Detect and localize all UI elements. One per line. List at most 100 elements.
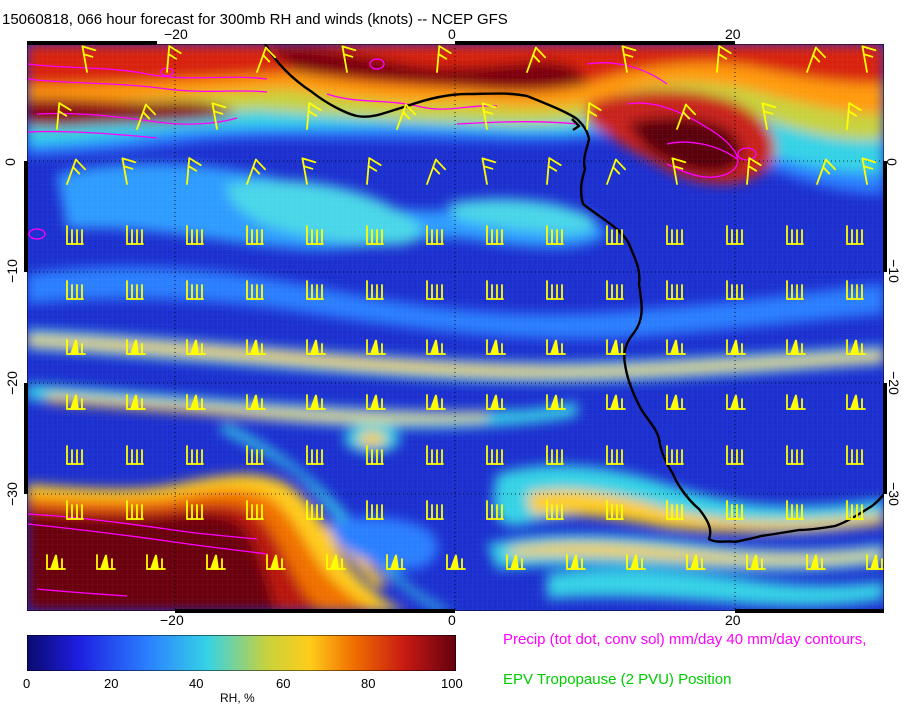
frame-tick-top-mid: [455, 41, 735, 45]
wind-barb: [66, 225, 84, 245]
wind-barb: [341, 45, 357, 73]
wind-barb: [366, 157, 382, 185]
x-tick-bottom-minus20: −20: [160, 612, 184, 628]
rh-wind-map: [27, 44, 884, 611]
wind-barb: [426, 500, 444, 520]
wind-barb: [846, 225, 864, 245]
wind-barb: [386, 554, 406, 570]
wind-barb: [746, 157, 762, 185]
wind-barb: [546, 280, 564, 300]
wind-barb: [606, 500, 624, 520]
wind-barb: [66, 445, 84, 465]
wind-barb: [136, 103, 157, 130]
wind-barb: [306, 394, 326, 410]
wind-barb: [626, 554, 646, 570]
wind-barb: [206, 554, 226, 570]
colorbar-label-0: 0: [23, 676, 31, 691]
wind-barb: [246, 445, 264, 465]
y-tick-left-minus20: −20: [3, 371, 20, 395]
wind-barb: [66, 158, 87, 185]
wind-barb: [666, 500, 684, 520]
wind-barb: [486, 339, 506, 355]
wind-barb: [546, 445, 564, 465]
wind-barb: [56, 102, 72, 130]
frame-tick-bottom-left: [175, 609, 455, 613]
frame-tick-bottom-right: [735, 609, 884, 613]
wind-barb: [186, 339, 206, 355]
wind-barb: [246, 158, 267, 185]
wind-barb: [486, 225, 504, 245]
wind-barb: [366, 394, 386, 410]
wind-barb: [186, 445, 204, 465]
wind-barb: [726, 280, 744, 300]
coastline: [263, 44, 884, 544]
wind-barb: [426, 339, 446, 355]
wind-barb: [621, 45, 637, 73]
grid-texture: [27, 44, 884, 611]
wind-barb: [426, 225, 444, 245]
wind-barb: [426, 394, 446, 410]
wind-barb: [366, 225, 384, 245]
x-tick-bottom-0: 0: [448, 612, 456, 628]
wind-barb: [861, 45, 877, 73]
wind-barb: [366, 339, 386, 355]
wind-barb: [846, 500, 864, 520]
wind-barb: [606, 445, 624, 465]
colorbar-label-60: 60: [276, 676, 291, 691]
wind-barb: [66, 339, 86, 355]
wind-barb: [846, 394, 866, 410]
wind-barb: [486, 445, 504, 465]
wind-barb: [666, 445, 684, 465]
legend-precip: Precip (tot dot, conv sol) mm/day 40 mm/…: [503, 631, 867, 648]
y-tick-right-minus10: −10: [885, 259, 902, 283]
wind-barb: [546, 394, 566, 410]
wind-barb: [786, 445, 804, 465]
wind-barb: [726, 500, 744, 520]
wind-barb: [786, 500, 804, 520]
wind-barb: [426, 280, 444, 300]
wind-barb: [726, 394, 746, 410]
wind-barb: [446, 554, 466, 570]
wind-barb: [546, 157, 562, 185]
wind-barb: [306, 339, 326, 355]
frame-tick-left-1: [24, 161, 28, 272]
colorbar-label-20: 20: [104, 676, 119, 691]
y-tick-right-minus30: −30: [885, 482, 902, 506]
wind-barb: [126, 394, 146, 410]
wind-barb: [96, 554, 116, 570]
wind-barb: [866, 554, 884, 570]
wind-barb: [846, 102, 862, 130]
wind-barb: [396, 103, 417, 130]
wind-barb: [126, 500, 144, 520]
wind-barb: [481, 157, 497, 185]
wind-barb: [786, 339, 806, 355]
wind-barb: [486, 500, 504, 520]
wind-barb: [606, 394, 626, 410]
legend-epv-tropopause: EPV Tropopause (2 PVU) Position: [503, 671, 732, 688]
wind-barb: [606, 339, 626, 355]
wind-barb: [246, 225, 264, 245]
y-tick-left-minus10: −10: [3, 259, 20, 283]
wind-barb: [526, 46, 547, 73]
wind-barb: [146, 554, 166, 570]
wind-barb: [846, 339, 866, 355]
colorbar-label-80: 80: [361, 676, 376, 691]
frame-tick-left-2: [24, 383, 28, 494]
wind-barb: [786, 394, 806, 410]
wind-barb: [256, 46, 277, 73]
wind-barb: [121, 157, 137, 185]
wind-barb: [816, 158, 837, 185]
y-tick-left-0: 0: [1, 158, 18, 166]
wind-barb: [266, 554, 286, 570]
wind-barb: [666, 225, 684, 245]
wind-barb: [46, 554, 66, 570]
wind-barb: [486, 394, 506, 410]
wind-barb: [306, 445, 324, 465]
wind-barb: [306, 102, 322, 130]
wind-barb: [186, 394, 206, 410]
wind-barb: [806, 554, 826, 570]
wind-barb: [426, 445, 444, 465]
wind-barb: [486, 280, 504, 300]
wind-barb: [786, 225, 804, 245]
wind-barb: [761, 102, 777, 130]
